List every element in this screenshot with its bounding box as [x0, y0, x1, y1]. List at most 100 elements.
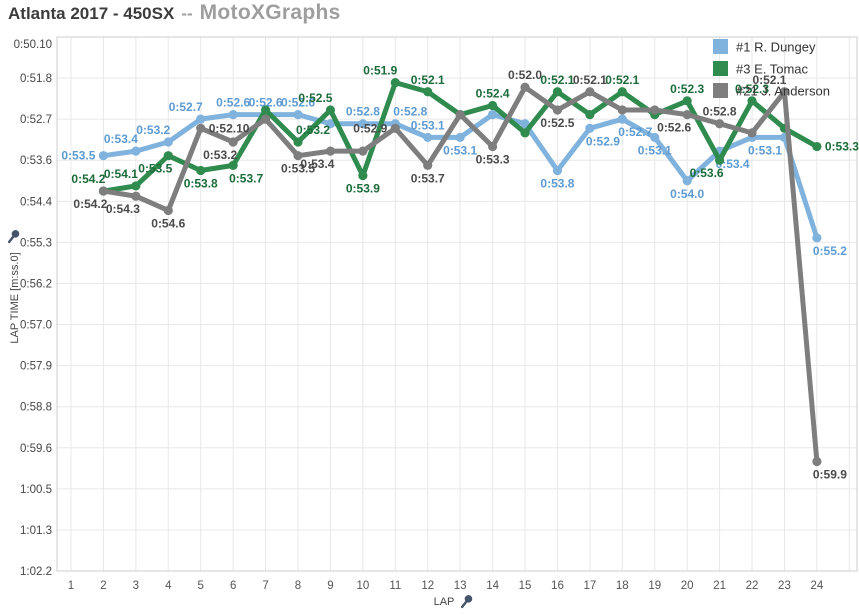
data-point[interactable] — [390, 123, 400, 133]
data-point[interactable] — [455, 109, 465, 120]
data-point[interactable] — [293, 137, 303, 147]
data-point[interactable] — [196, 114, 206, 124]
data-point[interactable] — [779, 87, 790, 97]
data-point-label: 0:52.3 — [670, 82, 704, 96]
y-tick-label: 0:51.8 — [20, 73, 52, 85]
data-point[interactable] — [163, 205, 173, 216]
data-point[interactable] — [325, 146, 336, 156]
data-point[interactable] — [650, 105, 660, 115]
chart-title: Atlanta 2017 - 450SX -- MotoXGraphs — [8, 1, 341, 25]
data-point-label: 0:52.10 — [209, 121, 250, 135]
data-point-label: 0:53.4 — [104, 132, 138, 146]
x-tick-label: 12 — [421, 580, 434, 592]
data-point-label: 0:53.1 — [443, 143, 477, 157]
data-point-label: 0:53.5 — [281, 162, 315, 176]
data-point[interactable] — [682, 109, 692, 120]
y-tick-label: 0:55.3 — [20, 237, 52, 249]
data-point[interactable] — [715, 119, 725, 129]
brand-name: MotoXGraphs — [199, 1, 341, 24]
data-point[interactable] — [98, 151, 109, 161]
data-point[interactable] — [552, 87, 563, 97]
data-point[interactable] — [293, 151, 303, 161]
data-point[interactable] — [812, 233, 822, 243]
data-point[interactable] — [358, 171, 368, 181]
x-tick-label: 8 — [295, 580, 301, 592]
data-point[interactable] — [131, 181, 141, 191]
data-point[interactable] — [520, 128, 530, 138]
data-point[interactable] — [585, 109, 595, 120]
x-tick-label: 18 — [616, 580, 629, 592]
data-point[interactable] — [552, 105, 563, 115]
data-point[interactable] — [715, 155, 725, 165]
data-point[interactable] — [196, 165, 206, 176]
data-point[interactable] — [260, 105, 271, 115]
event-title: Atlanta 2017 - 450SX — [8, 4, 175, 23]
data-point[interactable] — [390, 78, 400, 88]
pushpin-icon[interactable] — [458, 594, 473, 610]
data-point[interactable] — [293, 109, 303, 120]
y-tick-label: 1:00.5 — [20, 484, 52, 496]
data-point[interactable] — [812, 141, 822, 152]
data-point[interactable] — [487, 141, 498, 152]
data-point-label: 0:52.1 — [752, 73, 786, 87]
y-axis-title: LAP TIME [m:ss.0] — [9, 252, 21, 343]
data-point[interactable] — [325, 119, 336, 129]
data-point[interactable] — [812, 456, 822, 467]
data-point[interactable] — [455, 132, 465, 143]
data-point[interactable] — [358, 146, 368, 156]
data-point[interactable] — [98, 186, 109, 196]
data-point-label: 0:55.2 — [813, 244, 847, 258]
legend-swatch — [713, 39, 728, 54]
data-point[interactable] — [163, 151, 173, 161]
data-point-label: 0:52.5 — [298, 91, 332, 105]
data-point[interactable] — [423, 87, 433, 97]
data-point[interactable] — [325, 105, 336, 115]
data-point[interactable] — [552, 165, 563, 176]
data-point[interactable] — [260, 114, 271, 124]
data-point-label: 0:52.1 — [411, 73, 445, 87]
data-point[interactable] — [487, 109, 498, 120]
data-point[interactable] — [131, 146, 141, 156]
y-tick-label: 1:02.2 — [20, 566, 52, 578]
data-point[interactable] — [682, 176, 692, 186]
data-point-label: 0:53.7 — [229, 171, 263, 185]
data-point-label: 0:52.5 — [540, 116, 574, 130]
data-point[interactable] — [650, 132, 660, 143]
data-point[interactable] — [747, 96, 757, 106]
data-point[interactable] — [682, 96, 692, 106]
data-point[interactable] — [228, 160, 238, 170]
data-point-label: 0:53.4 — [300, 157, 334, 171]
data-point-label: 0:53.5 — [138, 162, 172, 176]
y-tick-label: 0:54.4 — [20, 196, 53, 208]
data-point[interactable] — [617, 114, 627, 124]
data-point[interactable] — [358, 119, 368, 129]
x-tick-label: 17 — [583, 580, 596, 592]
data-point[interactable] — [747, 128, 757, 138]
legend-item-1: #1 R. Dungey — [713, 39, 816, 55]
legend-label: #3 E. Tomac — [736, 62, 809, 77]
data-point[interactable] — [617, 87, 627, 97]
data-point[interactable] — [228, 109, 238, 120]
data-point-label: 0:52.8 — [393, 105, 427, 119]
data-point[interactable] — [423, 132, 433, 143]
data-point[interactable] — [585, 123, 595, 133]
x-tick-label: 16 — [551, 580, 564, 592]
data-point-label: 0:53.7 — [411, 171, 445, 185]
data-point-label: 0:53.6 — [690, 166, 724, 180]
y-tick-label: 0:58.8 — [20, 402, 52, 414]
data-point[interactable] — [423, 160, 433, 170]
data-point[interactable] — [163, 137, 173, 147]
legend-swatch — [713, 61, 728, 76]
data-point[interactable] — [520, 82, 530, 92]
data-point-label: 0:52.1 — [605, 73, 639, 87]
data-point[interactable] — [228, 137, 238, 147]
data-point[interactable] — [487, 100, 498, 111]
data-point-label: 0:53.2 — [203, 148, 237, 162]
data-point[interactable] — [617, 105, 627, 115]
data-point[interactable] — [131, 191, 141, 201]
data-point-label: 0:54.0 — [670, 187, 704, 201]
data-point[interactable] — [585, 87, 595, 97]
pushpin-icon[interactable] — [5, 229, 20, 246]
data-point[interactable] — [196, 123, 206, 133]
